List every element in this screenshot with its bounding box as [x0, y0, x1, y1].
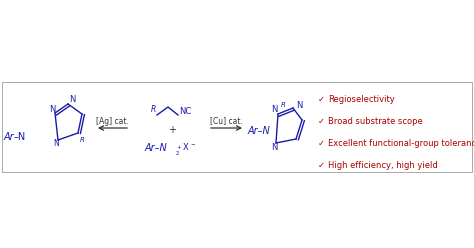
- Text: ✓: ✓: [318, 160, 325, 169]
- Text: N: N: [296, 100, 302, 110]
- Bar: [2, 82, 472, 172]
- Text: Ar: Ar: [4, 132, 15, 142]
- Text: NC: NC: [179, 107, 191, 117]
- Text: Ar–N: Ar–N: [145, 143, 168, 153]
- Text: R: R: [150, 105, 155, 115]
- Text: N: N: [271, 105, 277, 115]
- Text: $_2^+$: $_2^+$: [175, 144, 182, 158]
- Text: [Ag] cat.: [Ag] cat.: [96, 117, 128, 125]
- Text: High efficiency, high yield: High efficiency, high yield: [328, 160, 438, 169]
- Text: R: R: [80, 137, 84, 143]
- Text: ✓: ✓: [318, 138, 325, 148]
- Text: $^-$: $^-$: [189, 141, 196, 150]
- Text: X: X: [183, 144, 189, 153]
- Text: [Cu] cat.: [Cu] cat.: [210, 117, 242, 125]
- Text: Broad substrate scope: Broad substrate scope: [328, 117, 423, 125]
- Text: N: N: [49, 105, 55, 115]
- Text: +: +: [168, 125, 176, 135]
- Text: Regioselectivity: Regioselectivity: [328, 94, 395, 103]
- Text: Excellent functional-group tolerance: Excellent functional-group tolerance: [328, 138, 474, 148]
- Text: ✓: ✓: [318, 117, 325, 125]
- Text: ✓: ✓: [318, 94, 325, 103]
- Text: Ar–N: Ar–N: [248, 126, 271, 136]
- Text: R: R: [281, 102, 285, 108]
- Text: N: N: [69, 95, 75, 104]
- Text: N: N: [271, 143, 277, 152]
- Text: N: N: [53, 139, 59, 149]
- Text: –N: –N: [14, 132, 26, 142]
